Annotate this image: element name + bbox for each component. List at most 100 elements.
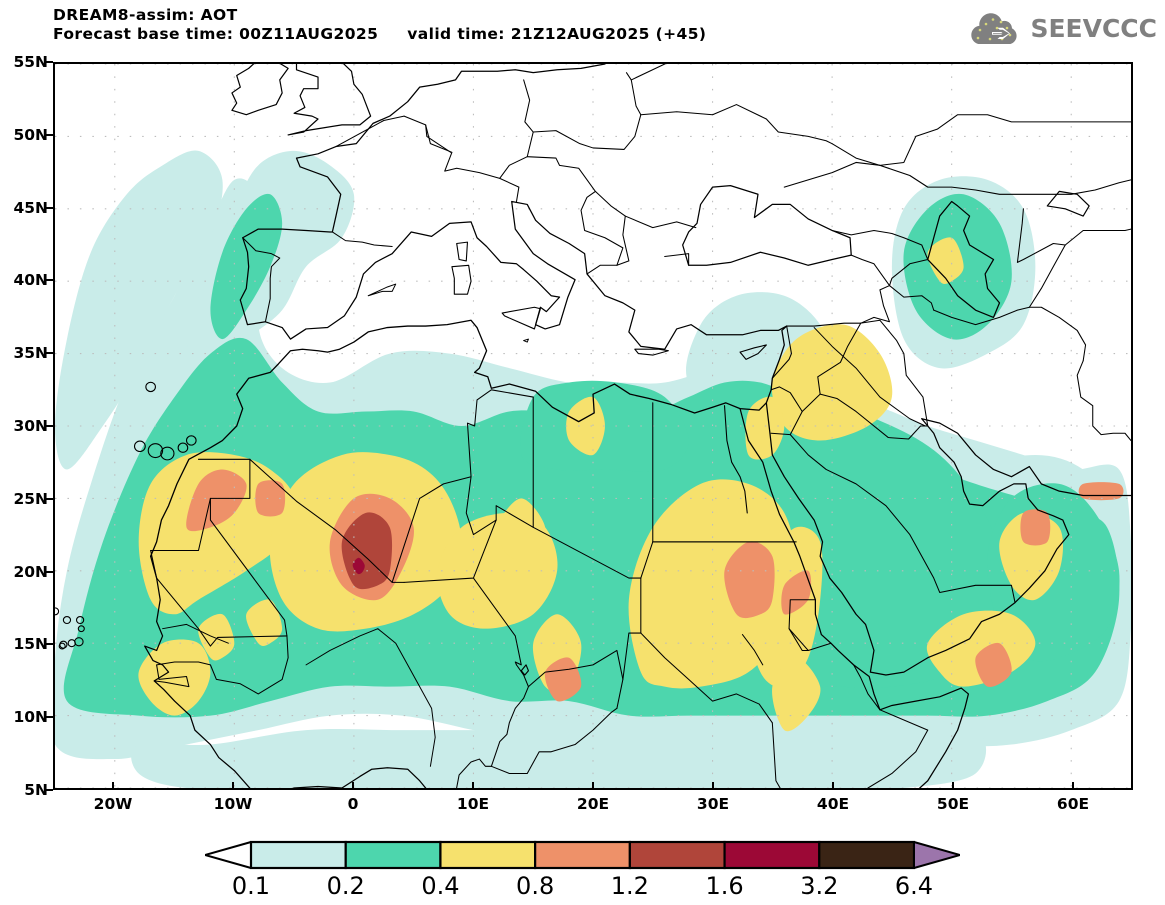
y-tick-mark: [45, 133, 53, 136]
national-border: [867, 709, 929, 788]
colorbar-under-arrow: [205, 841, 252, 869]
map-plot-area: [53, 62, 1133, 790]
aot-band-0.2-iberia: [210, 193, 283, 340]
aot-heatmap: [55, 64, 1131, 788]
national-border: [770, 386, 803, 413]
colorbar-swatch: [249, 840, 347, 870]
chart-subtitle: Forecast base time: 00Z11AUG2025 valid t…: [53, 25, 707, 43]
national-border: [209, 497, 288, 637]
y-tick-label: 35N: [13, 344, 48, 363]
y-tick-mark: [45, 425, 53, 427]
national-border: [150, 549, 288, 647]
x-tick-label: 60E: [1056, 795, 1090, 813]
colorbar-tick-label: 0.2: [326, 872, 365, 900]
colorbar-tick-label: 1.2: [610, 872, 649, 900]
coast-europe-west: [239, 64, 606, 301]
colorbar: [205, 840, 960, 870]
national-border: [465, 389, 534, 536]
island-outline: [58, 642, 66, 650]
coast-sardinia: [451, 264, 472, 295]
y-tick-label: 15N: [13, 635, 48, 654]
coast-west-africa: [144, 555, 427, 788]
aot-contour-fills: [55, 150, 1131, 788]
y-tick-mark: [45, 570, 53, 573]
aot-band-0.8-gulf: [1078, 482, 1124, 501]
national-border: [616, 632, 642, 709]
colorbar-swatch: [439, 840, 537, 870]
y-tick-label: 30N: [13, 417, 48, 435]
coast-red-sea-west: [739, 407, 970, 788]
national-border: [831, 229, 929, 261]
national-border: [490, 707, 618, 775]
coast-aral-sea: [1046, 190, 1090, 217]
national-border: [523, 79, 534, 133]
coast-iran-south: [921, 418, 1131, 497]
coast-north-africa: [149, 319, 788, 557]
aot-band-0.8-redsea: [781, 570, 812, 615]
national-border: [526, 72, 642, 158]
aot-band-0.1-sahel-south: [131, 713, 987, 788]
coast-mallorca: [367, 283, 397, 297]
national-border: [403, 115, 520, 203]
coast-caspian-sea: [927, 200, 1001, 319]
national-border: [1076, 360, 1131, 442]
colorbar-tick-label: 1.6: [705, 872, 744, 900]
y-tick-label: 40N: [13, 271, 48, 290]
x-tick-label: 20W: [93, 795, 133, 813]
x-tick-label: 10W: [213, 795, 253, 813]
colorbar-swatch: [534, 840, 631, 870]
national-border: [789, 393, 929, 440]
national-border: [770, 432, 1016, 604]
y-tick-mark: [45, 279, 53, 282]
x-tick-label: 20E: [576, 795, 610, 813]
aot-band-0.4-ethiopia: [772, 657, 821, 732]
island-outline: [160, 446, 175, 461]
island-outline: [55, 607, 60, 616]
national-border: [1016, 208, 1066, 308]
y-tick-label: 55N: [13, 53, 48, 71]
header-block: DREAM8-assim: AOT Forecast base time: 00…: [53, 6, 706, 44]
national-border: [499, 156, 630, 275]
island-outline: [77, 625, 85, 633]
national-border: [831, 114, 1131, 166]
aot-band-0.1-atlantic: [55, 150, 223, 470]
aot-band-0.8-wsahara: [186, 469, 247, 532]
colorbar-swatches: [205, 840, 960, 870]
island-outline: [67, 639, 76, 648]
x-tick-label: 0: [347, 795, 359, 813]
national-border: [664, 253, 690, 266]
coast-corsica: [456, 241, 469, 262]
y-tick-label: 45N: [13, 198, 48, 217]
national-border: [331, 231, 393, 248]
colorbar-tick-label: 0.8: [516, 872, 555, 900]
national-border: [153, 664, 190, 688]
y-tick-mark: [45, 61, 53, 63]
aot-band-0.8-wsahara2: [255, 480, 286, 517]
island-outline: [145, 381, 156, 393]
colorbar-swatch: [344, 840, 442, 870]
x-tick-label: 30E: [696, 795, 730, 813]
aot-band-1.6-sahara-peak: [352, 557, 365, 575]
coast-crete: [634, 348, 669, 356]
aot-band-0.8-sudan: [724, 541, 775, 619]
national-border: [630, 64, 666, 81]
island-outline: [133, 440, 146, 453]
aot-band-0.4-mali-patch: [198, 613, 235, 661]
aot-band-0.4-caspian-core: [927, 237, 964, 284]
national-border: [853, 664, 881, 711]
coast-arabia: [765, 402, 1070, 676]
coast-sicily: [501, 306, 541, 330]
aot-band-0.8-oman: [1020, 509, 1051, 546]
national-border: [472, 577, 522, 666]
y-tick-mark: [45, 352, 53, 355]
national-border: [242, 237, 281, 323]
x-tick-label: 10E: [456, 795, 490, 813]
coast-black-sea: [682, 185, 852, 266]
logo-text: SEEVCCC: [1030, 13, 1157, 43]
chart-title: DREAM8-assim: AOT: [53, 6, 238, 24]
island-outline: [185, 435, 197, 446]
x-tick-label: 40E: [816, 795, 850, 813]
island-outline: [177, 442, 189, 453]
coast-cyprus: [739, 344, 767, 360]
